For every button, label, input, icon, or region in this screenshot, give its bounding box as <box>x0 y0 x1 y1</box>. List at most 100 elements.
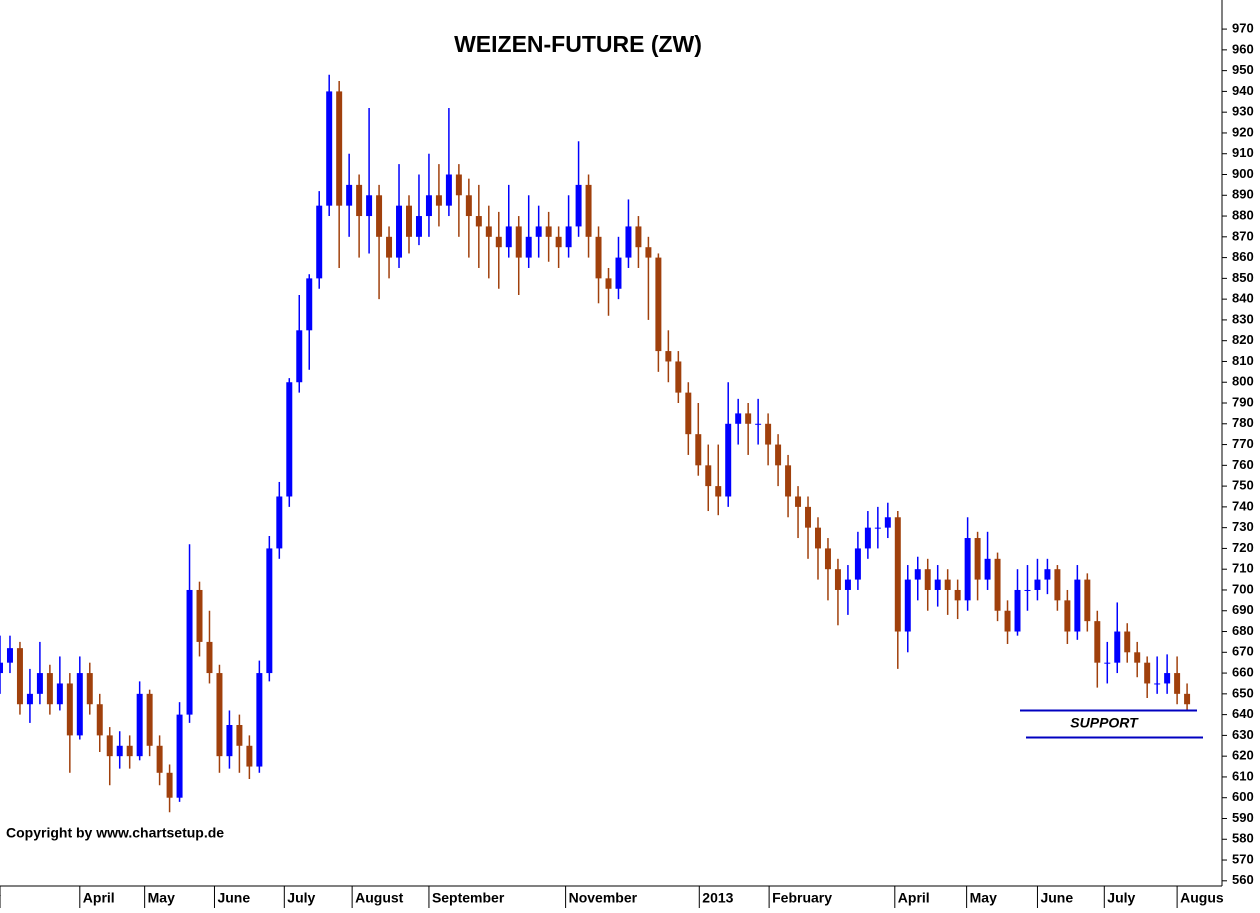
candle-body <box>86 673 93 705</box>
candle-body <box>994 558 1001 611</box>
candle-body <box>256 673 263 767</box>
candle-body <box>246 745 253 767</box>
y-tick-label: 920 <box>1232 124 1254 139</box>
candle-body <box>26 693 33 705</box>
candle-body <box>1084 579 1091 622</box>
candle-body <box>366 195 373 217</box>
candle-body <box>954 589 961 601</box>
candle-body <box>36 673 43 694</box>
candle-body <box>1054 569 1061 601</box>
y-tick-label: 910 <box>1232 145 1254 160</box>
candle-body <box>725 423 732 497</box>
candle-body <box>106 735 113 757</box>
y-tick-label: 930 <box>1232 104 1254 119</box>
y-tick-label: 600 <box>1232 789 1254 804</box>
y-tick-label: 940 <box>1232 83 1254 98</box>
copyright: Copyright by www.chartsetup.de <box>6 825 224 841</box>
candle-body <box>515 226 522 258</box>
candle-body <box>785 465 792 497</box>
y-tick-label: 860 <box>1232 249 1254 264</box>
candle-body <box>465 195 472 217</box>
candle-body <box>944 579 951 590</box>
candle-body <box>715 486 722 497</box>
y-tick-label: 620 <box>1232 748 1254 763</box>
candle-body <box>1104 662 1111 664</box>
candle-body <box>1184 693 1191 705</box>
candle-body <box>775 444 782 466</box>
candle-body <box>974 538 981 580</box>
candle-body <box>76 673 83 736</box>
y-tick-label: 970 <box>1232 21 1254 36</box>
x-tick-label: August <box>355 890 404 906</box>
candle-body <box>1174 673 1181 694</box>
y-tick-label: 640 <box>1232 706 1254 721</box>
candle-body <box>585 184 592 237</box>
y-tick-label: 780 <box>1232 415 1254 430</box>
candle-body <box>455 174 462 196</box>
y-tick-label: 810 <box>1232 353 1254 368</box>
x-tick-label: September <box>432 890 505 906</box>
candle-body <box>565 226 572 248</box>
candle-body <box>66 683 73 736</box>
candle-body <box>356 184 363 217</box>
y-tick-label: 890 <box>1232 187 1254 202</box>
candle-body <box>406 205 412 237</box>
candle-body <box>795 496 802 507</box>
y-tick-label: 850 <box>1232 270 1254 285</box>
candle-body <box>226 725 233 757</box>
x-tick-label: May <box>148 890 175 906</box>
candle-body <box>96 704 103 736</box>
y-tick-label: 730 <box>1232 519 1254 534</box>
y-tick-label: 560 <box>1232 872 1254 887</box>
candle-body <box>834 569 841 590</box>
candle-body <box>824 548 831 570</box>
candle-body <box>146 693 153 746</box>
y-tick-label: 830 <box>1232 311 1254 326</box>
candle-body <box>695 434 702 466</box>
candle-body <box>755 423 762 425</box>
candle-body <box>206 641 213 674</box>
candle-body <box>166 772 173 798</box>
y-tick-label: 610 <box>1232 768 1254 783</box>
candle-body <box>844 579 851 590</box>
candle-body <box>495 236 502 248</box>
x-tick-label: Augus <box>1180 890 1224 906</box>
candle-body <box>346 184 353 206</box>
candle-body <box>934 579 941 590</box>
candle-body <box>555 236 562 248</box>
chart-title: WEIZEN-FUTURE (ZW) <box>454 31 702 57</box>
candle-body <box>1064 600 1071 632</box>
candle-body <box>475 216 482 227</box>
candle-body <box>1074 579 1081 632</box>
candle-body <box>745 413 752 424</box>
candle-body <box>16 648 23 705</box>
y-tick-label: 570 <box>1232 851 1254 866</box>
x-tick-label: April <box>83 890 115 906</box>
y-tick-label: 900 <box>1232 166 1254 181</box>
candle-body <box>156 745 163 773</box>
candle-body <box>665 351 672 362</box>
candle-body <box>535 226 542 237</box>
candle-body <box>296 330 303 383</box>
candle-body <box>814 527 821 549</box>
candle-body <box>635 226 642 248</box>
candle-body <box>136 693 143 757</box>
candle-body <box>236 725 243 746</box>
x-tick-label: June <box>1040 890 1073 906</box>
candle-body <box>386 236 393 258</box>
candle-body <box>625 226 632 258</box>
candle-body <box>655 257 662 352</box>
y-tick-label: 700 <box>1232 581 1254 596</box>
y-tick-label: 950 <box>1232 62 1254 77</box>
y-tick-label: 790 <box>1232 394 1254 409</box>
y-tick-label: 770 <box>1232 436 1254 451</box>
candle-body <box>605 278 612 289</box>
candle-body <box>1004 610 1011 632</box>
candle-body <box>196 589 203 642</box>
y-tick-label: 800 <box>1232 374 1254 389</box>
x-tick-label: April <box>898 890 930 906</box>
x-tick-label: February <box>772 890 832 906</box>
candle-body <box>176 714 183 798</box>
